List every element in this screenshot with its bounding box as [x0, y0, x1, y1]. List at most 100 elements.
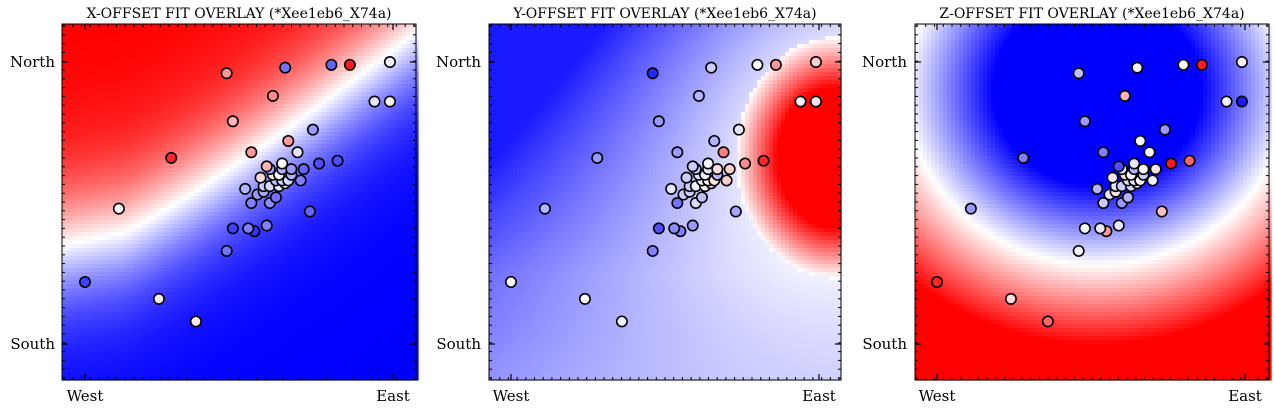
heatmap-cell: [66, 220, 71, 225]
heatmap-cell: [330, 48, 335, 53]
heatmap-cell: [226, 28, 231, 33]
heatmap-cell: [102, 92, 107, 97]
heatmap-cell: [202, 36, 207, 41]
heatmap-cell: [338, 52, 343, 57]
heatmap-cell: [166, 236, 171, 241]
heatmap-cell: [390, 208, 395, 213]
heatmap-cell: [362, 184, 367, 189]
heatmap-cell: [86, 184, 91, 189]
heatmap-cell: [70, 76, 75, 81]
heatmap-cell: [182, 48, 187, 53]
heatmap-cell: [362, 220, 367, 225]
heatmap-cell: [150, 156, 155, 161]
heatmap-cell: [202, 124, 207, 129]
heatmap-cell: [250, 52, 255, 57]
heatmap-cell: [174, 36, 179, 41]
heatmap-cell: [354, 140, 359, 145]
heatmap-cell: [318, 28, 323, 33]
heatmap-cell: [402, 152, 407, 157]
heatmap-cell: [410, 132, 415, 137]
heatmap-cell: [314, 228, 319, 233]
heatmap-cell: [390, 88, 395, 93]
heatmap-cell: [322, 80, 327, 85]
heatmap-cell: [114, 220, 119, 225]
heatmap-cell: [362, 92, 367, 97]
heatmap-cell: [322, 148, 327, 153]
heatmap-cell: [406, 72, 411, 77]
heatmap-cell: [342, 220, 347, 225]
heatmap-cell: [334, 224, 339, 229]
heatmap-cell: [406, 60, 411, 65]
heatmap-cell: [82, 152, 87, 157]
heatmap-cell: [126, 44, 131, 49]
heatmap-cell: [246, 132, 251, 137]
heatmap-cell: [362, 208, 367, 213]
heatmap-cell: [138, 208, 143, 213]
heatmap-cell: [186, 244, 191, 249]
heatmap-cell: [318, 236, 323, 241]
heatmap-cell: [98, 188, 103, 193]
heatmap-cell: [150, 172, 155, 177]
heatmap-cell: [94, 84, 99, 89]
heatmap-cell: [398, 168, 403, 173]
heatmap-cell: [150, 24, 155, 29]
heatmap-cell: [302, 192, 307, 197]
heatmap-cell: [394, 172, 399, 177]
heatmap-cell: [326, 128, 331, 133]
heatmap-cell: [278, 148, 283, 153]
heatmap-cell: [78, 72, 83, 77]
heatmap-cell: [362, 116, 367, 121]
heatmap-cell: [170, 24, 175, 29]
heatmap-cell: [166, 204, 171, 209]
heatmap-cell: [246, 168, 251, 173]
heatmap-cell: [270, 236, 275, 241]
heatmap-cell: [266, 104, 271, 109]
heatmap-cell: [410, 100, 415, 105]
heatmap-cell: [338, 140, 343, 145]
heatmap-cell: [74, 244, 79, 249]
heatmap-cell: [150, 112, 155, 117]
heatmap-cell: [362, 128, 367, 133]
heatmap-cell: [346, 188, 351, 193]
heatmap-cell: [226, 188, 231, 193]
heatmap-cell: [386, 124, 391, 129]
heatmap-cell: [242, 236, 247, 241]
heatmap-cell: [106, 104, 111, 109]
heatmap-cell: [210, 56, 215, 61]
heatmap-cell: [366, 232, 371, 237]
heatmap-cell: [358, 32, 363, 37]
heatmap-cell: [322, 88, 327, 93]
heatmap-cell: [258, 244, 263, 249]
heatmap-cell: [166, 184, 171, 189]
heatmap-cell: [102, 248, 107, 253]
heatmap-cell: [154, 160, 159, 165]
heatmap-cell: [158, 80, 163, 85]
heatmap-cell: [362, 204, 367, 209]
heatmap-cell: [370, 72, 375, 77]
heatmap-cell: [234, 128, 239, 133]
heatmap-cell: [350, 116, 355, 121]
heatmap-cell: [226, 48, 231, 53]
heatmap-cell: [390, 84, 395, 89]
heatmap-cell: [66, 192, 71, 197]
heatmap-cell: [398, 224, 403, 229]
heatmap-cell: [230, 32, 235, 37]
heatmap-cell: [114, 132, 119, 137]
heatmap-cell: [130, 48, 135, 53]
heatmap-cell: [146, 228, 151, 233]
heatmap-cell: [230, 136, 235, 141]
heatmap-cell: [198, 152, 203, 157]
heatmap-cell: [350, 152, 355, 157]
heatmap-cell: [122, 156, 127, 161]
heatmap-cell: [218, 156, 223, 161]
heatmap-cell: [338, 48, 343, 53]
heatmap-cell: [250, 212, 255, 217]
heatmap-cell: [322, 48, 327, 53]
heatmap-cell: [194, 140, 199, 145]
heatmap-cell: [274, 216, 279, 221]
heatmap-cell: [306, 96, 311, 101]
heatmap-cell: [82, 236, 87, 241]
heatmap-cell: [230, 44, 235, 49]
heatmap-cell: [106, 216, 111, 221]
heatmap-cell: [242, 96, 247, 101]
